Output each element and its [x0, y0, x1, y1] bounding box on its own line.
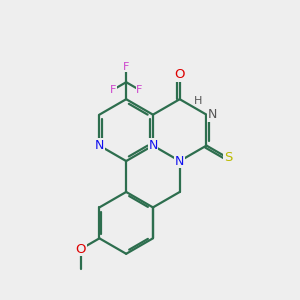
Text: O: O — [75, 243, 86, 256]
Text: F: F — [123, 62, 129, 72]
Text: N: N — [208, 108, 217, 121]
Text: F: F — [136, 85, 143, 95]
Text: H: H — [194, 96, 202, 106]
Text: O: O — [175, 68, 185, 81]
Text: F: F — [110, 85, 116, 95]
Text: N: N — [148, 139, 158, 152]
Text: N: N — [95, 139, 104, 152]
Text: S: S — [224, 152, 232, 164]
Text: N: N — [175, 154, 184, 167]
